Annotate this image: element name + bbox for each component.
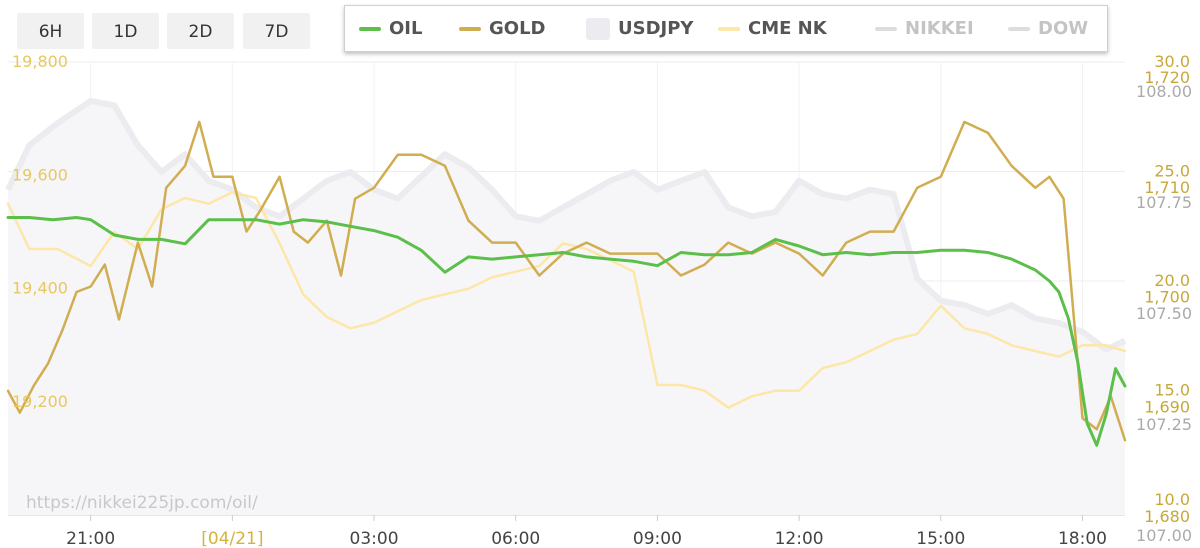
legend-label: GOLD bbox=[489, 18, 546, 39]
x-tick-label: 06:00 bbox=[491, 529, 540, 548]
nikkei-tick-label: 19,600 bbox=[12, 165, 68, 184]
oil-tick-label: 30.0 bbox=[1154, 52, 1190, 71]
gold-tick-label: 1,710 bbox=[1144, 178, 1190, 197]
x-tick-label: 15:00 bbox=[916, 529, 965, 548]
usdjpy-tick-label: 108.00 bbox=[1136, 82, 1192, 101]
nikkei-tick-label: 19,400 bbox=[12, 279, 68, 298]
legend-item-dow[interactable]: DOW bbox=[1008, 6, 1088, 51]
gold-tick-label: 1,690 bbox=[1144, 397, 1190, 416]
legend-item-cme-nk[interactable]: CME NK bbox=[718, 6, 827, 51]
usdjpy-tick-label: 107.00 bbox=[1136, 526, 1192, 545]
chart-legend: OIL GOLD USDJPY CME NK NIKKEI DOW bbox=[344, 5, 1108, 52]
usdjpy-tick-label: 107.75 bbox=[1136, 193, 1192, 212]
legend-swatch bbox=[359, 27, 381, 31]
usdjpy-tick-label: 107.25 bbox=[1136, 415, 1192, 434]
series-oil-line bbox=[6, 216, 1127, 447]
range-button-7d[interactable]: 7D bbox=[243, 13, 310, 49]
series-cme-nk-line bbox=[6, 191, 1127, 409]
oil-tick-label: 15.0 bbox=[1154, 381, 1190, 400]
gold-tick-label: 1,680 bbox=[1144, 507, 1190, 526]
range-button-1d[interactable]: 1D bbox=[92, 13, 159, 49]
legend-swatch bbox=[459, 27, 481, 31]
x-tick-label: [04/21] bbox=[201, 529, 263, 548]
gold-tick-label: 1,720 bbox=[1144, 68, 1190, 87]
legend-swatch bbox=[718, 27, 740, 31]
oil-tick-label: 10.0 bbox=[1154, 490, 1190, 509]
gold-tick-label: 1,700 bbox=[1144, 288, 1190, 307]
legend-label: DOW bbox=[1038, 18, 1089, 39]
axis-layer: 19,800 19,600 19,400 19,200 30.0 25.0 20.0 15.0… bbox=[12, 52, 1192, 548]
watermark-text: https://nikkei225jp.com/oil/ bbox=[26, 493, 258, 513]
legend-label: NIKKEI bbox=[905, 18, 974, 39]
legend-label: CME NK bbox=[748, 18, 827, 39]
x-tick-label: 09:00 bbox=[633, 529, 682, 548]
range-button-6h[interactable]: 6H bbox=[17, 13, 84, 49]
oil-tick-label: 25.0 bbox=[1154, 162, 1190, 181]
legend-label: OIL bbox=[389, 18, 423, 39]
nikkei-tick-label: 19,200 bbox=[12, 392, 68, 411]
legend-item-usdjpy[interactable]: USDJPY bbox=[586, 6, 693, 51]
x-tick-label: 18:00 bbox=[1058, 529, 1107, 548]
oil-tick-label: 20.0 bbox=[1154, 271, 1190, 290]
legend-swatch bbox=[586, 18, 610, 40]
series-usdjpy-line bbox=[5, 97, 1127, 353]
legend-label: USDJPY bbox=[618, 18, 694, 39]
legend-item-oil[interactable]: OIL bbox=[359, 6, 422, 51]
usdjpy-tick-label: 107.50 bbox=[1136, 304, 1192, 323]
x-tick-label: 03:00 bbox=[350, 529, 399, 548]
series-layer bbox=[5, 97, 1127, 516]
legend-swatch bbox=[875, 27, 897, 31]
legend-swatch bbox=[1008, 27, 1030, 31]
x-tick-label: 12:00 bbox=[775, 529, 824, 548]
legend-item-gold[interactable]: GOLD bbox=[459, 6, 546, 51]
x-tick-label: 21:00 bbox=[66, 529, 115, 548]
series-usdjpy-area bbox=[8, 100, 1125, 516]
nikkei-tick-label: 19,800 bbox=[12, 52, 68, 71]
legend-item-nikkei[interactable]: NIKKEI bbox=[875, 6, 974, 51]
range-button-2d[interactable]: 2D bbox=[167, 13, 234, 49]
